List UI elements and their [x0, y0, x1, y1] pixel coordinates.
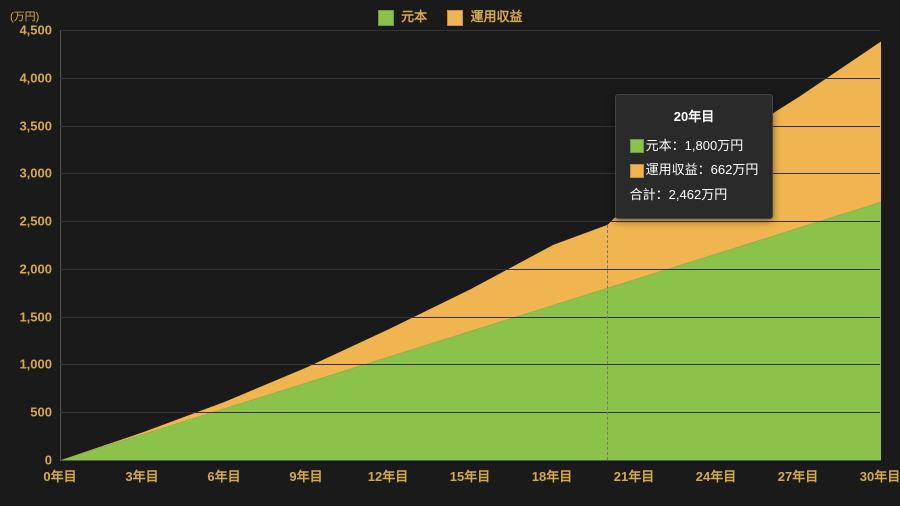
x-tick-label: 6年目 — [207, 466, 240, 485]
gridline — [60, 364, 880, 365]
legend-label-returns: 運用収益 — [470, 9, 522, 24]
y-tick-label: 3,000 — [0, 166, 52, 181]
x-tick-label: 12年目 — [368, 466, 408, 485]
tooltip-swatch-principal — [630, 139, 644, 153]
x-tick-label: 9年目 — [289, 466, 322, 485]
x-tick-label: 3年目 — [125, 466, 158, 485]
y-tick-label: 2,500 — [0, 214, 52, 229]
x-tick-label: 30年目 — [860, 466, 900, 485]
gridline — [60, 78, 880, 79]
chart-tooltip: 20年目元本：1,800万円運用収益：662万円合計：2,462万円 — [615, 94, 774, 219]
y-tick-label: 1,000 — [0, 357, 52, 372]
gridline — [60, 30, 880, 31]
legend-item-principal: 元本 — [378, 6, 428, 26]
gridline — [60, 269, 880, 270]
chart-legend: 元本 運用収益 — [0, 6, 900, 26]
x-tick-label: 18年目 — [532, 466, 572, 485]
chart-container: (万円) 05001,0001,5002,0002,5003,0003,5004… — [60, 30, 880, 460]
x-tick-label: 24年目 — [696, 466, 736, 485]
tooltip-row-returns: 運用収益：662万円 — [630, 158, 759, 183]
hover-line — [607, 225, 608, 460]
legend-item-returns: 運用収益 — [447, 6, 523, 26]
legend-label-principal: 元本 — [401, 9, 427, 24]
x-tick-label: 0年目 — [43, 466, 76, 485]
x-tick-label: 21年目 — [614, 466, 654, 485]
y-tick-label: 3,500 — [0, 118, 52, 133]
y-tick-label: 4,500 — [0, 23, 52, 38]
tooltip-title: 20年目 — [630, 105, 759, 130]
tooltip-row-total: 合計：2,462万円 — [630, 183, 759, 208]
gridline — [60, 412, 880, 413]
gridline — [60, 221, 880, 222]
y-tick-label: 4,000 — [0, 70, 52, 85]
tooltip-row-principal: 元本：1,800万円 — [630, 134, 759, 159]
y-tick-label: 500 — [0, 405, 52, 420]
x-tick-label: 15年目 — [450, 466, 490, 485]
legend-swatch-principal — [378, 10, 394, 26]
gridline — [60, 317, 880, 318]
legend-swatch-returns — [447, 10, 463, 26]
tooltip-swatch-returns — [630, 164, 644, 178]
y-tick-label: 2,000 — [0, 261, 52, 276]
y-tick-label: 1,500 — [0, 309, 52, 324]
x-tick-label: 27年目 — [778, 466, 818, 485]
